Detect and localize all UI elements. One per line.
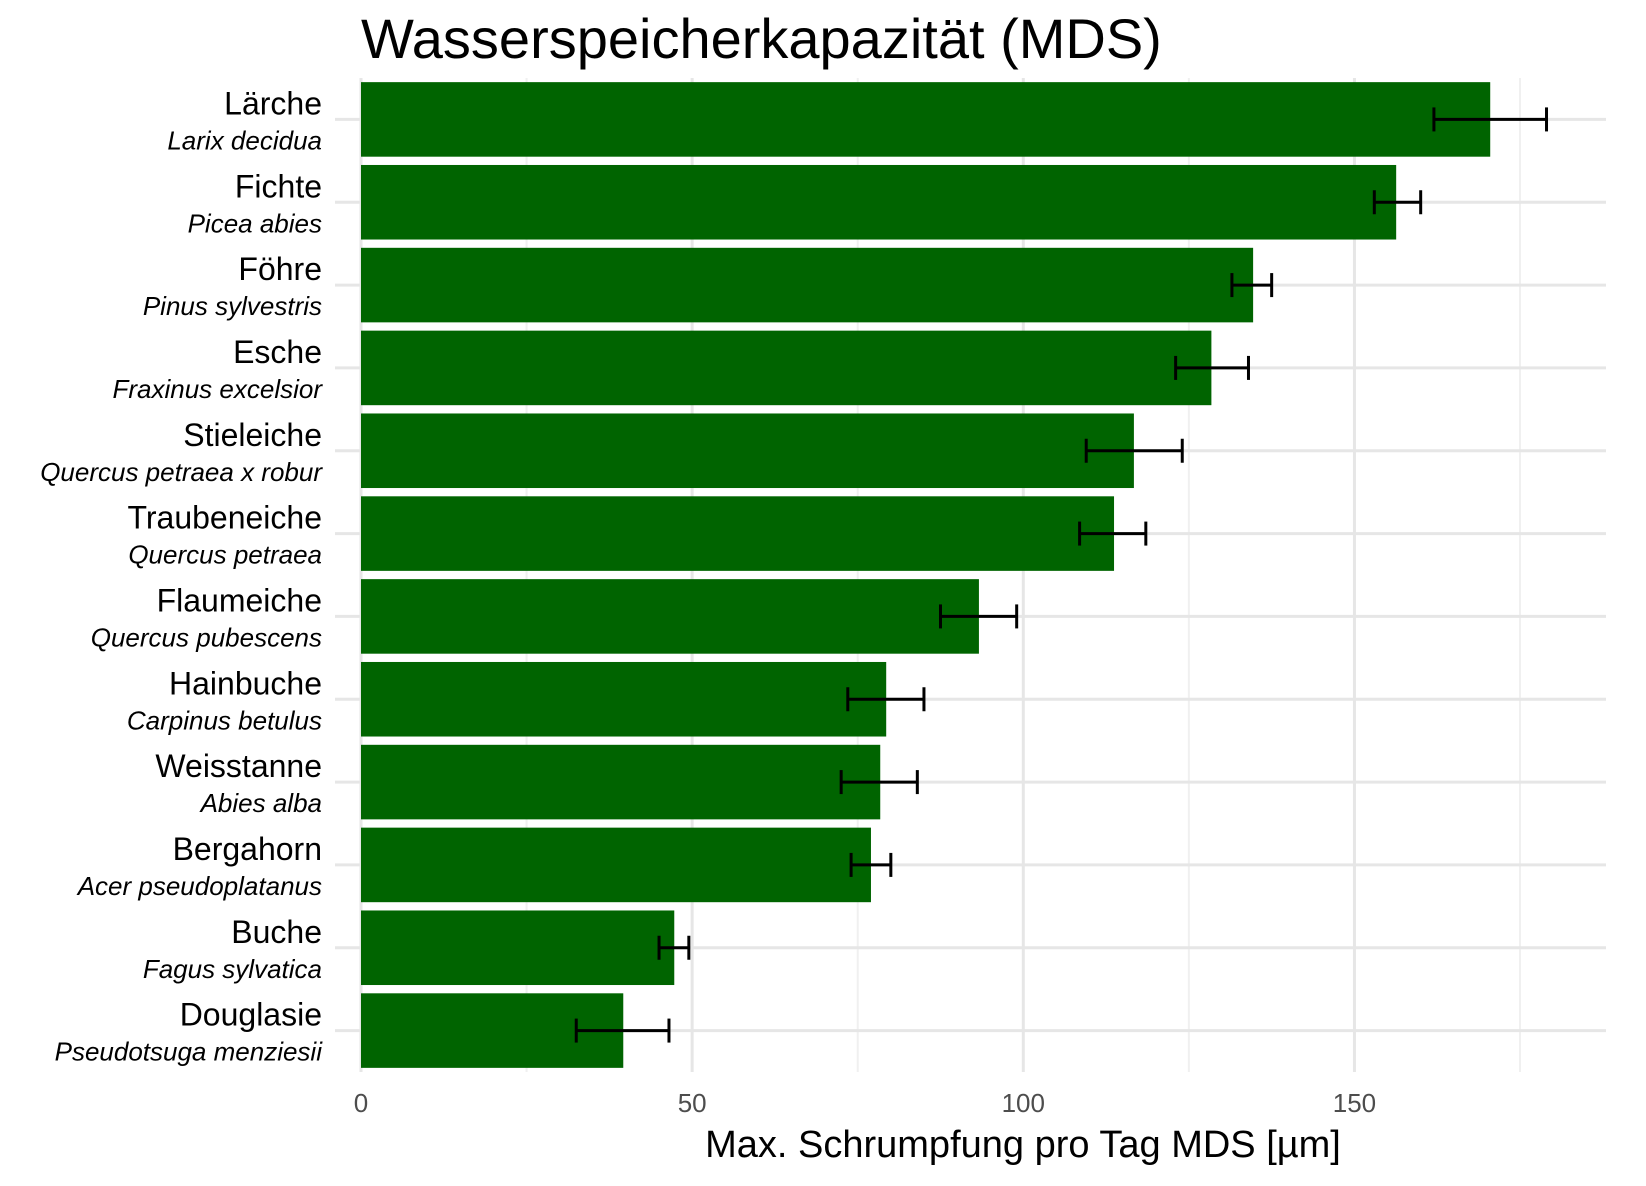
category-label-common: Hainbuche [169, 665, 322, 701]
bar [361, 827, 871, 903]
bar [361, 82, 1491, 157]
x-tick-label: 0 [354, 1088, 368, 1118]
category-label-common: Buche [231, 914, 322, 950]
category-label-latin: Larix decidua [167, 125, 322, 155]
chart-title: Wasserspeicherkapazität (MDS) [361, 7, 1162, 70]
category-label-latin: Abies alba [199, 788, 322, 818]
category-label-latin: Carpinus betulus [127, 705, 322, 735]
error-bar [1084, 438, 1184, 463]
x-tick-label: 100 [1002, 1088, 1045, 1118]
bar [361, 247, 1254, 323]
category-label-latin: Acer pseudoplatanus [76, 871, 322, 901]
y-axis-labels: Lärche Larix decidua Fichte Picea abies Föhr… [40, 85, 323, 1066]
category-label-latin: Fraxinus excelsior [112, 374, 323, 404]
bar [361, 579, 979, 654]
category-label-common: Weisstanne [155, 748, 322, 784]
bar [361, 496, 1115, 571]
category-label-latin: Quercus petraea x robur [40, 457, 323, 487]
bar [361, 744, 881, 820]
category-label-latin: Pinus sylvestris [143, 291, 322, 321]
error-bar [1230, 273, 1274, 298]
bar [361, 330, 1212, 406]
category-label-common: Flaumeiche [157, 582, 322, 618]
category-label-common: Stieleiche [183, 417, 322, 453]
bars [361, 82, 1491, 1068]
category-label-common: Douglasie [180, 997, 322, 1033]
error-bar [1372, 190, 1423, 215]
category-label-common: Fichte [235, 168, 322, 204]
category-label-common: Föhre [238, 251, 322, 287]
category-label-latin: Picea abies [188, 208, 322, 238]
error-bar [1078, 521, 1148, 546]
x-axis-ticks: 0 50 100 150 [354, 1088, 1376, 1118]
error-bar [939, 604, 1019, 629]
error-bar [1174, 355, 1250, 380]
error-bar [574, 1018, 671, 1043]
category-label-latin: Fagus sylvatica [143, 954, 322, 984]
bar [361, 413, 1134, 489]
category-label-latin: Quercus petraea [128, 540, 322, 570]
x-tick-label: 50 [678, 1088, 707, 1118]
error-bar [657, 935, 691, 960]
category-label-common: Bergahorn [173, 831, 322, 867]
bar [361, 164, 1397, 240]
bar [361, 661, 887, 737]
category-label-latin: Pseudotsuga menziesii [55, 1037, 324, 1067]
error-bar [839, 770, 919, 795]
error-bar [846, 687, 926, 712]
bar [361, 910, 675, 986]
error-bars [574, 107, 1549, 1043]
category-label-common: Traubeneiche [128, 500, 323, 536]
error-bar [849, 852, 893, 877]
x-tick-label: 150 [1333, 1088, 1376, 1118]
category-label-common: Esche [233, 334, 322, 370]
category-label-latin: Quercus pubescens [91, 622, 322, 652]
x-axis-title: Max. Schrumpfung pro Tag MDS [µm] [705, 1124, 1341, 1166]
error-bar [1432, 107, 1549, 132]
category-label-common: Lärche [224, 85, 322, 121]
